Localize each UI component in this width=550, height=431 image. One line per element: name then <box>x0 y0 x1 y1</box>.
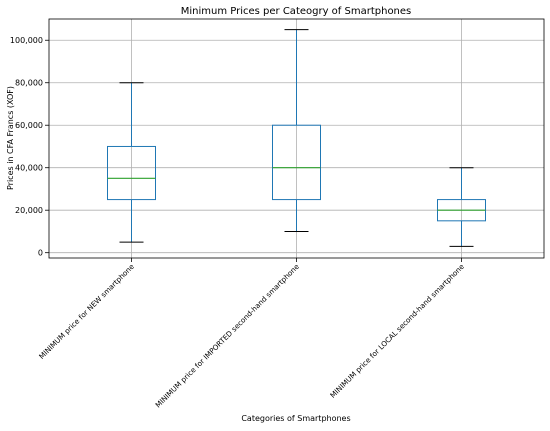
x-tick-label: MINIMUM price for IMPORTED second-hand s… <box>153 262 301 410</box>
y-tick-label: 80,000 <box>15 79 43 88</box>
box-group <box>272 29 321 232</box>
box-group <box>437 167 486 247</box>
y-tick-label: 0 <box>38 249 43 258</box>
iqr-box <box>272 124 321 201</box>
y-tick-label: 60,000 <box>15 121 43 130</box>
x-tick-label: MINIMUM price for LOCAL second-hand smar… <box>328 262 466 400</box>
box-group <box>107 82 156 243</box>
iqr-box <box>107 145 156 201</box>
x-tick-label: MINIMUM price for NEW smartphone <box>37 262 136 361</box>
axis-layer: 0 20,000 40,000 60,000 80,000 100,000 MINIMUM … <box>10 18 545 410</box>
y-tick-label: 20,000 <box>15 206 43 215</box>
box-layer <box>107 29 486 247</box>
chart-title: Minimum Prices per Cateogry of Smartphon… <box>181 6 412 17</box>
y-axis-label: Prices in CFA Francs (XOF) <box>6 86 15 190</box>
y-tick-label: 100,000 <box>10 36 43 45</box>
plot-frame <box>48 18 545 259</box>
x-axis-label: Categories of Smartphones <box>241 414 350 423</box>
y-tick-label: 40,000 <box>15 164 43 173</box>
